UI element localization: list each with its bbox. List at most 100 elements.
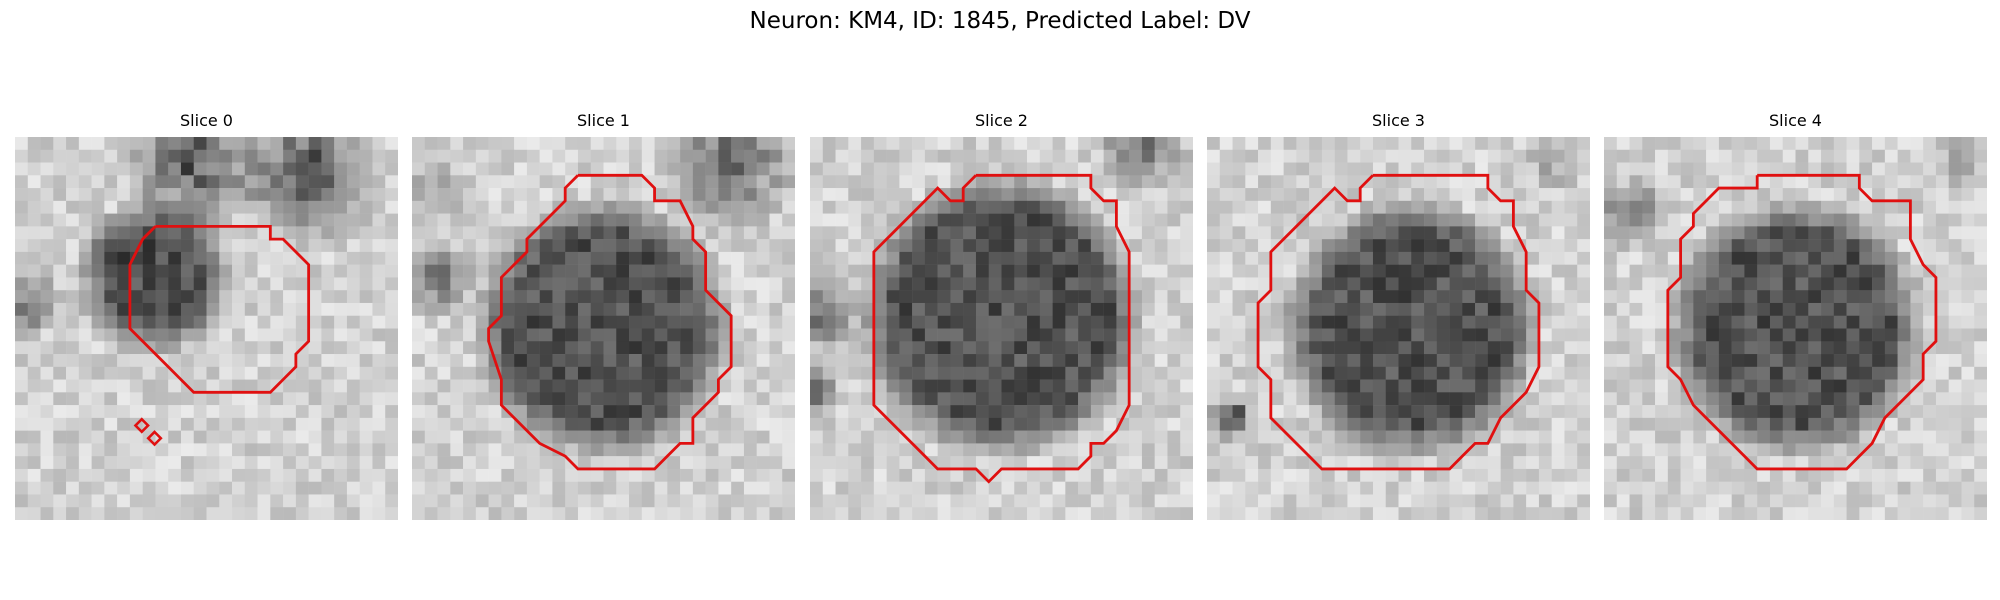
image-pixel — [899, 392, 913, 406]
image-pixel — [1180, 430, 1193, 444]
image-pixel — [1424, 290, 1438, 304]
image-pixel — [731, 494, 745, 508]
image-pixel — [1245, 494, 1259, 508]
image-pixel — [1372, 328, 1386, 342]
image-pixel — [1296, 137, 1310, 151]
image-pixel — [359, 264, 373, 278]
image-pixel — [950, 277, 964, 291]
image-pixel — [1655, 200, 1669, 214]
image-pixel — [1014, 149, 1028, 163]
image-pixel — [1655, 226, 1669, 240]
image-pixel — [565, 264, 579, 278]
image-pixel — [308, 290, 322, 304]
image-pixel — [385, 328, 398, 342]
image-pixel — [1655, 468, 1669, 482]
image-pixel — [1897, 162, 1911, 176]
image-pixel — [1769, 341, 1783, 355]
image-pixel — [244, 149, 258, 163]
image-pixel — [1655, 328, 1669, 342]
image-pixel — [1052, 468, 1066, 482]
image-pixel — [1667, 405, 1681, 419]
image-pixel — [40, 341, 54, 355]
image-pixel — [680, 200, 694, 214]
image-pixel — [219, 162, 233, 176]
image-pixel — [1436, 162, 1450, 176]
image-pixel — [1769, 149, 1783, 163]
image-pixel — [975, 405, 989, 419]
image-pixel — [1462, 315, 1476, 329]
image-pixel — [15, 302, 29, 316]
image-pixel — [1436, 354, 1450, 368]
image-pixel — [1475, 481, 1489, 495]
image-pixel — [1475, 302, 1489, 316]
image-pixel — [1014, 354, 1028, 368]
image-pixel — [1808, 251, 1822, 265]
image-pixel — [1052, 315, 1066, 329]
image-pixel — [1436, 302, 1450, 316]
image-pixel — [1116, 315, 1130, 329]
image-pixel — [756, 277, 770, 291]
image-pixel — [117, 137, 131, 151]
image-pixel — [1449, 162, 1463, 176]
image-pixel — [1039, 162, 1053, 176]
image-pixel — [1065, 379, 1079, 393]
image-pixel — [1616, 456, 1630, 470]
image-pixel — [1116, 379, 1130, 393]
image-pixel — [1500, 137, 1514, 151]
image-pixel — [1334, 443, 1348, 457]
image-pixel — [886, 430, 900, 444]
image-pixel — [1693, 162, 1707, 176]
image-pixel — [1372, 456, 1386, 470]
image-pixel — [705, 468, 719, 482]
image-pixel — [1232, 392, 1246, 406]
image-pixel — [1462, 200, 1476, 214]
image-pixel — [1027, 417, 1041, 431]
image-pixel — [193, 379, 207, 393]
image-pixel — [334, 468, 348, 482]
image-pixel — [1321, 481, 1335, 495]
image-pixel — [1706, 162, 1720, 176]
image-pixel — [539, 188, 553, 202]
image-pixel — [539, 417, 553, 431]
image-pixel — [1462, 277, 1476, 291]
image-pixel — [308, 188, 322, 202]
image-pixel — [822, 468, 836, 482]
image-pixel — [1462, 456, 1476, 470]
image-pixel — [1436, 137, 1450, 151]
image-pixel — [180, 456, 194, 470]
image-pixel — [1154, 405, 1168, 419]
image-pixel — [743, 405, 757, 419]
image-pixel — [1551, 430, 1565, 444]
image-pixel — [359, 251, 373, 265]
image-pixel — [1795, 137, 1809, 151]
image-pixel — [1398, 366, 1412, 380]
image-pixel — [359, 481, 373, 495]
image-pixel — [1821, 290, 1835, 304]
image-pixel — [359, 354, 373, 368]
image-pixel — [283, 494, 297, 508]
image-pixel — [1462, 468, 1476, 482]
image-pixel — [1014, 341, 1028, 355]
image-pixel — [810, 264, 824, 278]
image-pixel — [155, 302, 169, 316]
image-pixel — [15, 430, 29, 444]
image-pixel — [552, 251, 566, 265]
image-pixel — [1564, 137, 1578, 151]
image-pixel — [1513, 507, 1527, 520]
image-pixel — [1706, 354, 1720, 368]
image-pixel — [1334, 213, 1348, 227]
image-pixel — [1693, 430, 1707, 444]
image-pixel — [1065, 417, 1079, 431]
image-pixel — [1744, 315, 1758, 329]
image-pixel — [1065, 290, 1079, 304]
image-pixel — [129, 277, 143, 291]
image-pixel — [848, 481, 862, 495]
image-pixel — [899, 277, 913, 291]
image-pixel — [1757, 507, 1771, 520]
image-pixel — [437, 379, 451, 393]
image-pixel — [552, 341, 566, 355]
image-pixel — [899, 354, 913, 368]
image-pixel — [988, 417, 1002, 431]
image-pixel — [1935, 213, 1949, 227]
image-pixel — [1167, 315, 1181, 329]
